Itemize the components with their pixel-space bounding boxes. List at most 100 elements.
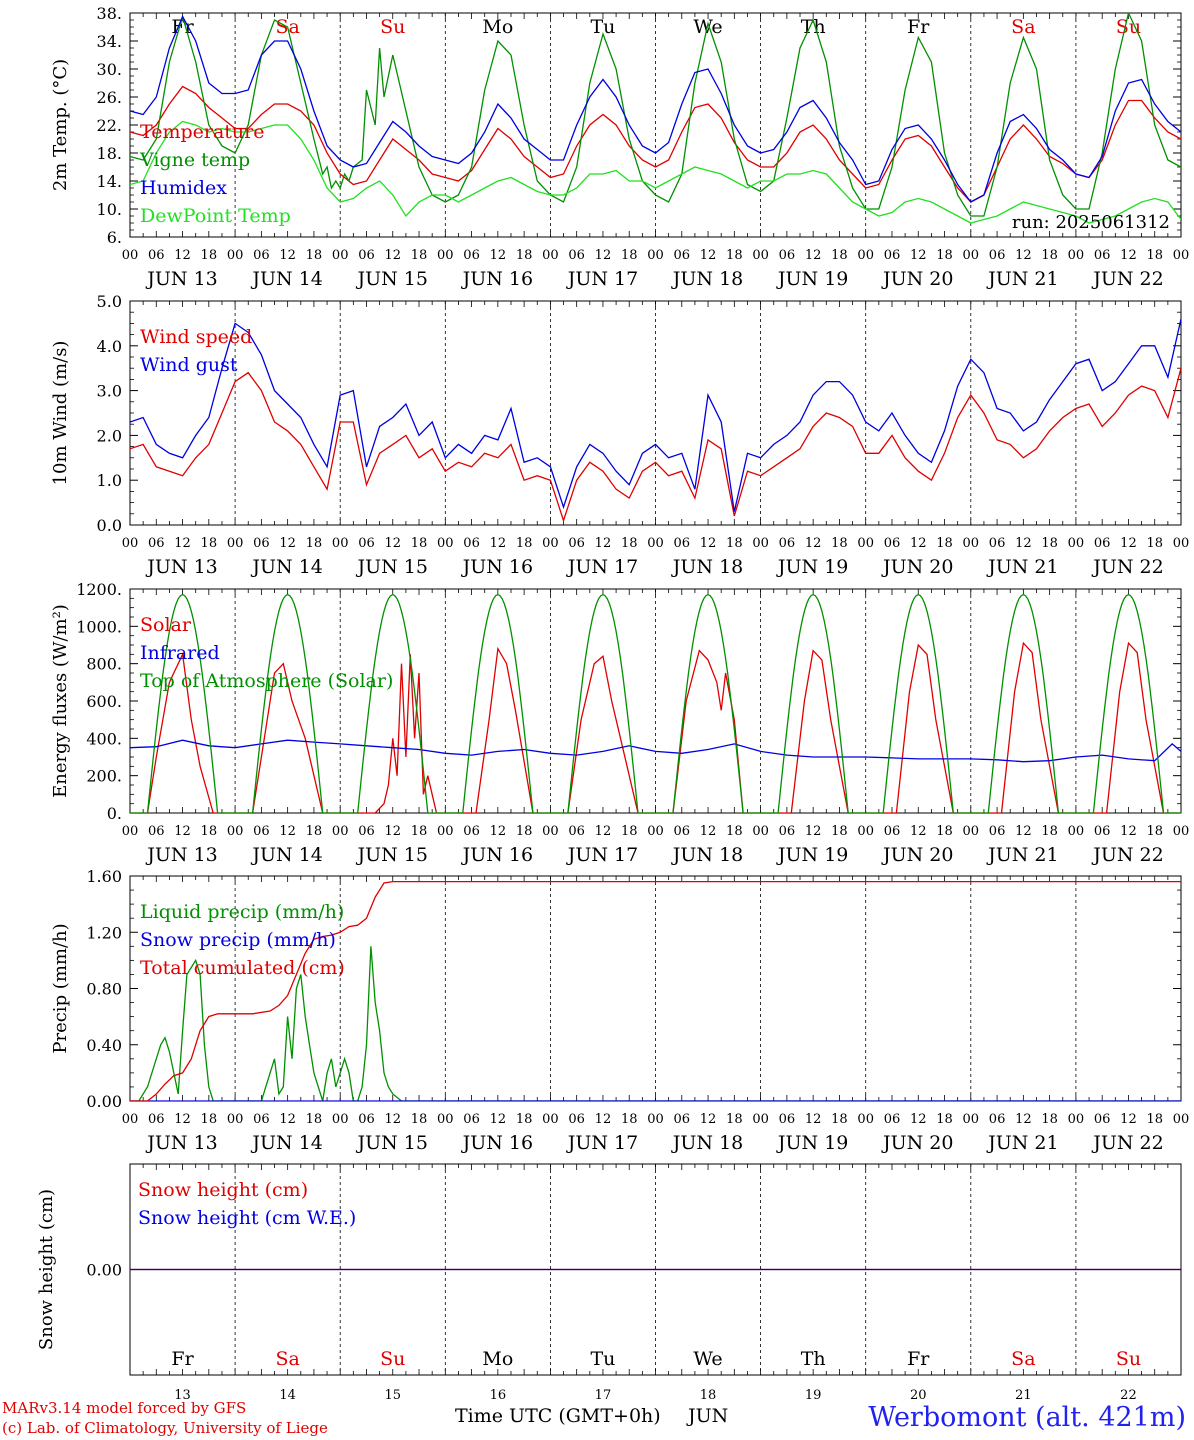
date-label: JUN 14 — [250, 556, 322, 578]
hour-tick-label: 12 — [805, 536, 822, 551]
hour-tick-label: 00 — [332, 248, 349, 263]
run-label: run: 2025061312 — [1012, 212, 1170, 233]
hour-tick-label: 06 — [463, 824, 480, 839]
day-number: 22 — [1120, 1388, 1137, 1403]
hour-tick-label: 00 — [122, 536, 139, 551]
hour-tick-label: 06 — [674, 536, 691, 551]
date-label: JUN 21 — [986, 268, 1058, 290]
day-name: Sa — [1011, 1348, 1035, 1370]
date-label: JUN 19 — [776, 844, 848, 866]
hour-tick-label: 06 — [148, 536, 165, 551]
y-axis-title: 10m Wind (m/s) — [50, 341, 71, 486]
y-tick-label: 0.00 — [86, 1092, 122, 1111]
hour-tick-label: 12 — [1015, 248, 1032, 263]
day-name: We — [693, 1348, 722, 1370]
day-name: Sa — [275, 1348, 299, 1370]
hour-tick-label: 06 — [779, 536, 796, 551]
hour-tick-label: 18 — [516, 824, 533, 839]
legend-entry: Snow height (cm W.E.) — [138, 1207, 356, 1229]
hour-tick-label: 00 — [542, 824, 559, 839]
hour-tick-label: 00 — [1173, 248, 1190, 263]
hour-tick-label: 00 — [227, 1112, 244, 1127]
hour-tick-label: 06 — [674, 824, 691, 839]
hour-tick-label: 18 — [621, 536, 638, 551]
hour-tick-label: 18 — [1041, 1112, 1058, 1127]
hour-tick-label: 06 — [253, 1112, 270, 1127]
legend-entry: Wind speed — [140, 326, 252, 348]
hour-tick-label: 06 — [1094, 1112, 1111, 1127]
y-tick-label: 0.00 — [86, 1261, 122, 1280]
hour-tick-label: 00 — [1068, 1112, 1085, 1127]
date-label: JUN 14 — [250, 268, 322, 290]
hour-tick-label: 18 — [306, 248, 323, 263]
hour-tick-label: 00 — [1173, 824, 1190, 839]
series-infrared — [130, 739, 1181, 763]
hour-tick-label: 12 — [174, 824, 191, 839]
y-tick-label: 0.0 — [97, 516, 122, 535]
day-number: 13 — [174, 1388, 191, 1403]
date-label: JUN 21 — [986, 844, 1058, 866]
day-name: Su — [380, 1348, 405, 1370]
date-label: JUN 16 — [461, 268, 533, 290]
hour-tick-label: 18 — [1146, 824, 1163, 839]
y-tick-label: 14. — [97, 172, 122, 191]
hour-tick-label: 18 — [1146, 536, 1163, 551]
hour-tick-label: 06 — [568, 536, 585, 551]
day-name: Tu — [590, 16, 615, 38]
day-name: Sa — [1011, 16, 1035, 38]
day-name: Th — [801, 1348, 826, 1370]
hour-tick-label: 18 — [516, 248, 533, 263]
hour-tick-label: 00 — [122, 248, 139, 263]
series-wind-speed — [130, 368, 1181, 523]
hour-tick-label: 12 — [805, 824, 822, 839]
hour-tick-label: 00 — [122, 1112, 139, 1127]
series-solar — [130, 641, 1181, 813]
y-tick-label: 600. — [86, 692, 122, 711]
hour-tick-label: 12 — [805, 248, 822, 263]
y-tick-label: 1000. — [76, 617, 122, 636]
hour-tick-label: 06 — [884, 536, 901, 551]
hour-tick-label: 00 — [857, 1112, 874, 1127]
hour-tick-label: 18 — [1041, 824, 1058, 839]
y-tick-label: 2.0 — [97, 426, 122, 445]
hour-tick-label: 00 — [857, 536, 874, 551]
day-number: 17 — [595, 1388, 612, 1403]
station-name: Werbomont (alt. 421m) — [868, 1402, 1186, 1433]
hour-tick-label: 00 — [647, 824, 664, 839]
legend-entry: Liquid precip (mm/h) — [140, 901, 344, 923]
hour-tick-label: 12 — [910, 536, 927, 551]
hour-tick-label: 18 — [516, 1112, 533, 1127]
hour-tick-label: 00 — [542, 536, 559, 551]
hour-tick-label: 18 — [1146, 248, 1163, 263]
hour-tick-label: 18 — [201, 536, 218, 551]
hour-tick-label: 18 — [831, 248, 848, 263]
y-axis-title: Snow height (cm) — [36, 1189, 57, 1350]
hour-tick-label: 18 — [201, 248, 218, 263]
date-label: JUN 13 — [145, 556, 217, 578]
hour-tick-label: 18 — [621, 1112, 638, 1127]
hour-tick-label: 12 — [1015, 824, 1032, 839]
legend-entry: DewPoint Temp — [140, 205, 291, 227]
hour-tick-label: 18 — [1041, 536, 1058, 551]
date-label: JUN 14 — [250, 844, 322, 866]
hour-tick-label: 12 — [1120, 536, 1137, 551]
date-label: JUN 20 — [881, 844, 953, 866]
hour-tick-label: 12 — [910, 248, 927, 263]
hour-tick-label: 00 — [227, 824, 244, 839]
hour-tick-label: 06 — [463, 248, 480, 263]
date-label: JUN 20 — [881, 1132, 953, 1154]
hour-tick-label: 06 — [1094, 824, 1111, 839]
hour-tick-label: 06 — [989, 824, 1006, 839]
hour-tick-label: 12 — [174, 1112, 191, 1127]
y-tick-label: 26. — [97, 88, 122, 107]
legend-entry: Infrared — [140, 642, 220, 664]
hour-tick-label: 18 — [621, 824, 638, 839]
y-tick-label: 1200. — [76, 580, 122, 599]
hour-tick-label: 06 — [148, 1112, 165, 1127]
date-label: JUN 21 — [986, 1132, 1058, 1154]
hour-tick-label: 00 — [963, 248, 980, 263]
date-label: JUN 17 — [566, 556, 638, 578]
y-tick-label: 18. — [97, 144, 122, 163]
date-label: JUN 22 — [1091, 844, 1163, 866]
hour-tick-label: 00 — [752, 248, 769, 263]
